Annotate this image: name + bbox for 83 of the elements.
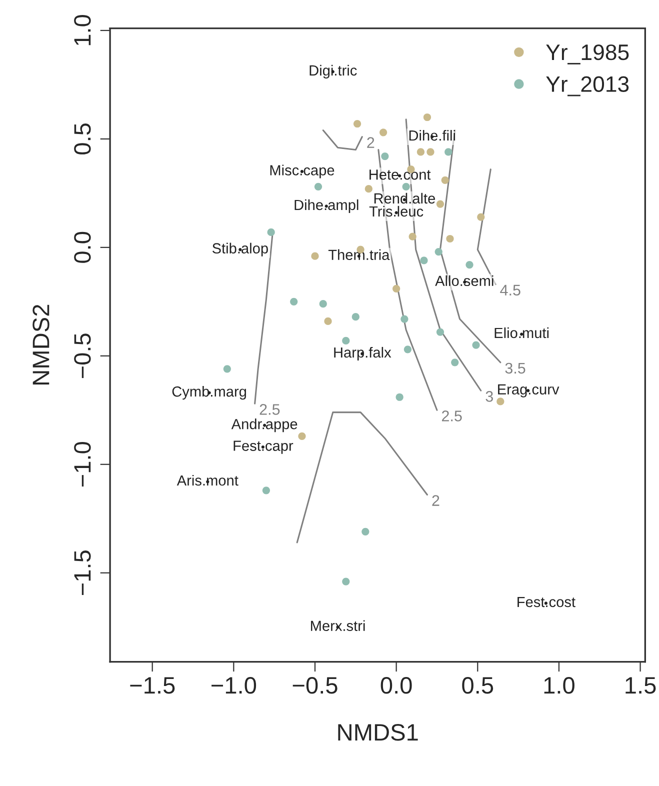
series-label: 4.5 — [500, 284, 520, 296]
data-label: Stib.alop — [212, 242, 268, 256]
point — [290, 298, 298, 306]
point — [416, 148, 425, 156]
legend-label: Yr_1985 — [546, 44, 629, 64]
point — [362, 528, 370, 536]
y-tick-label: 0.0 — [74, 232, 91, 263]
point — [404, 346, 412, 354]
point — [496, 398, 504, 406]
point — [426, 148, 434, 156]
point — [342, 578, 350, 586]
data-label: Fest.capr — [234, 440, 294, 454]
data-label: Hete.cont — [370, 170, 431, 180]
point — [314, 182, 322, 190]
point — [434, 248, 442, 256]
data-label: Cymb.marg — [172, 386, 246, 400]
point — [420, 256, 428, 264]
data-label: Digi.tric — [310, 64, 357, 78]
y-tick-label: −1.0 — [74, 442, 91, 487]
x-tick-label: 0.5 — [462, 677, 494, 694]
point — [477, 213, 485, 221]
point — [353, 120, 362, 128]
y-tick-label: −0.5 — [74, 334, 91, 378]
data-label: Merx.stri — [311, 620, 365, 632]
point — [446, 234, 454, 243]
point — [223, 365, 231, 373]
series-label: 2 — [367, 137, 374, 148]
point — [423, 113, 432, 122]
point — [472, 341, 480, 349]
point — [324, 317, 332, 325]
point — [441, 176, 449, 184]
x-tick-label: −1.0 — [212, 677, 256, 694]
x-tick-label: 1.0 — [544, 677, 574, 694]
x-tick-label: −1.5 — [130, 677, 175, 694]
data-label: Rend.alte — [374, 192, 436, 204]
point — [451, 358, 459, 366]
series-label: 2.5 — [260, 404, 280, 415]
y-tick-label: −1.5 — [74, 550, 91, 595]
data-label: Dihe.fili — [409, 130, 456, 141]
data-label: Allo.semi — [435, 275, 494, 286]
series-label: 3 — [486, 391, 493, 402]
point — [381, 152, 389, 160]
point — [402, 182, 410, 190]
data-label: Dihe.ampl — [294, 199, 358, 213]
point — [364, 185, 372, 193]
data-label: Andr.appe — [231, 418, 298, 432]
point — [436, 328, 444, 336]
series-label: 2 — [432, 495, 440, 506]
x-tick-label: −0.5 — [292, 677, 338, 694]
line-series — [322, 130, 363, 151]
series-label: 2.5 — [442, 410, 462, 422]
x-tick-label: 0.0 — [380, 677, 412, 694]
point — [267, 228, 275, 236]
point — [408, 232, 416, 240]
point — [436, 200, 444, 208]
data-label: Elio.muti — [494, 327, 549, 338]
x-tick-label: 1.5 — [626, 677, 656, 694]
point — [311, 252, 319, 260]
point — [262, 486, 270, 494]
point — [298, 432, 306, 440]
point — [342, 336, 350, 345]
series-label: 3.5 — [505, 362, 526, 374]
point — [396, 393, 404, 401]
data-label: Tris.leuc — [369, 206, 424, 217]
data-label: Erag.curv — [498, 384, 560, 398]
point — [379, 128, 388, 136]
y-axis-title: NMDS2 — [32, 304, 50, 384]
data-label: Aris.mont — [176, 474, 238, 486]
data-label: Harp.falx — [334, 346, 392, 361]
legend-label: Yr_2013 — [546, 76, 629, 96]
line-series — [296, 412, 428, 544]
point — [319, 300, 327, 308]
point — [392, 284, 400, 292]
point — [400, 315, 408, 323]
point — [352, 313, 360, 321]
y-tick-label: 0.5 — [74, 124, 91, 154]
data-label: Fest.cost — [518, 596, 576, 608]
point — [466, 260, 474, 269]
data-label: Them.tria — [328, 249, 390, 260]
point — [444, 148, 452, 156]
x-axis-title: NMDS1 — [338, 724, 418, 741]
y-tick-label: 1.0 — [74, 14, 91, 46]
data-label: Misc.cape — [270, 164, 334, 178]
